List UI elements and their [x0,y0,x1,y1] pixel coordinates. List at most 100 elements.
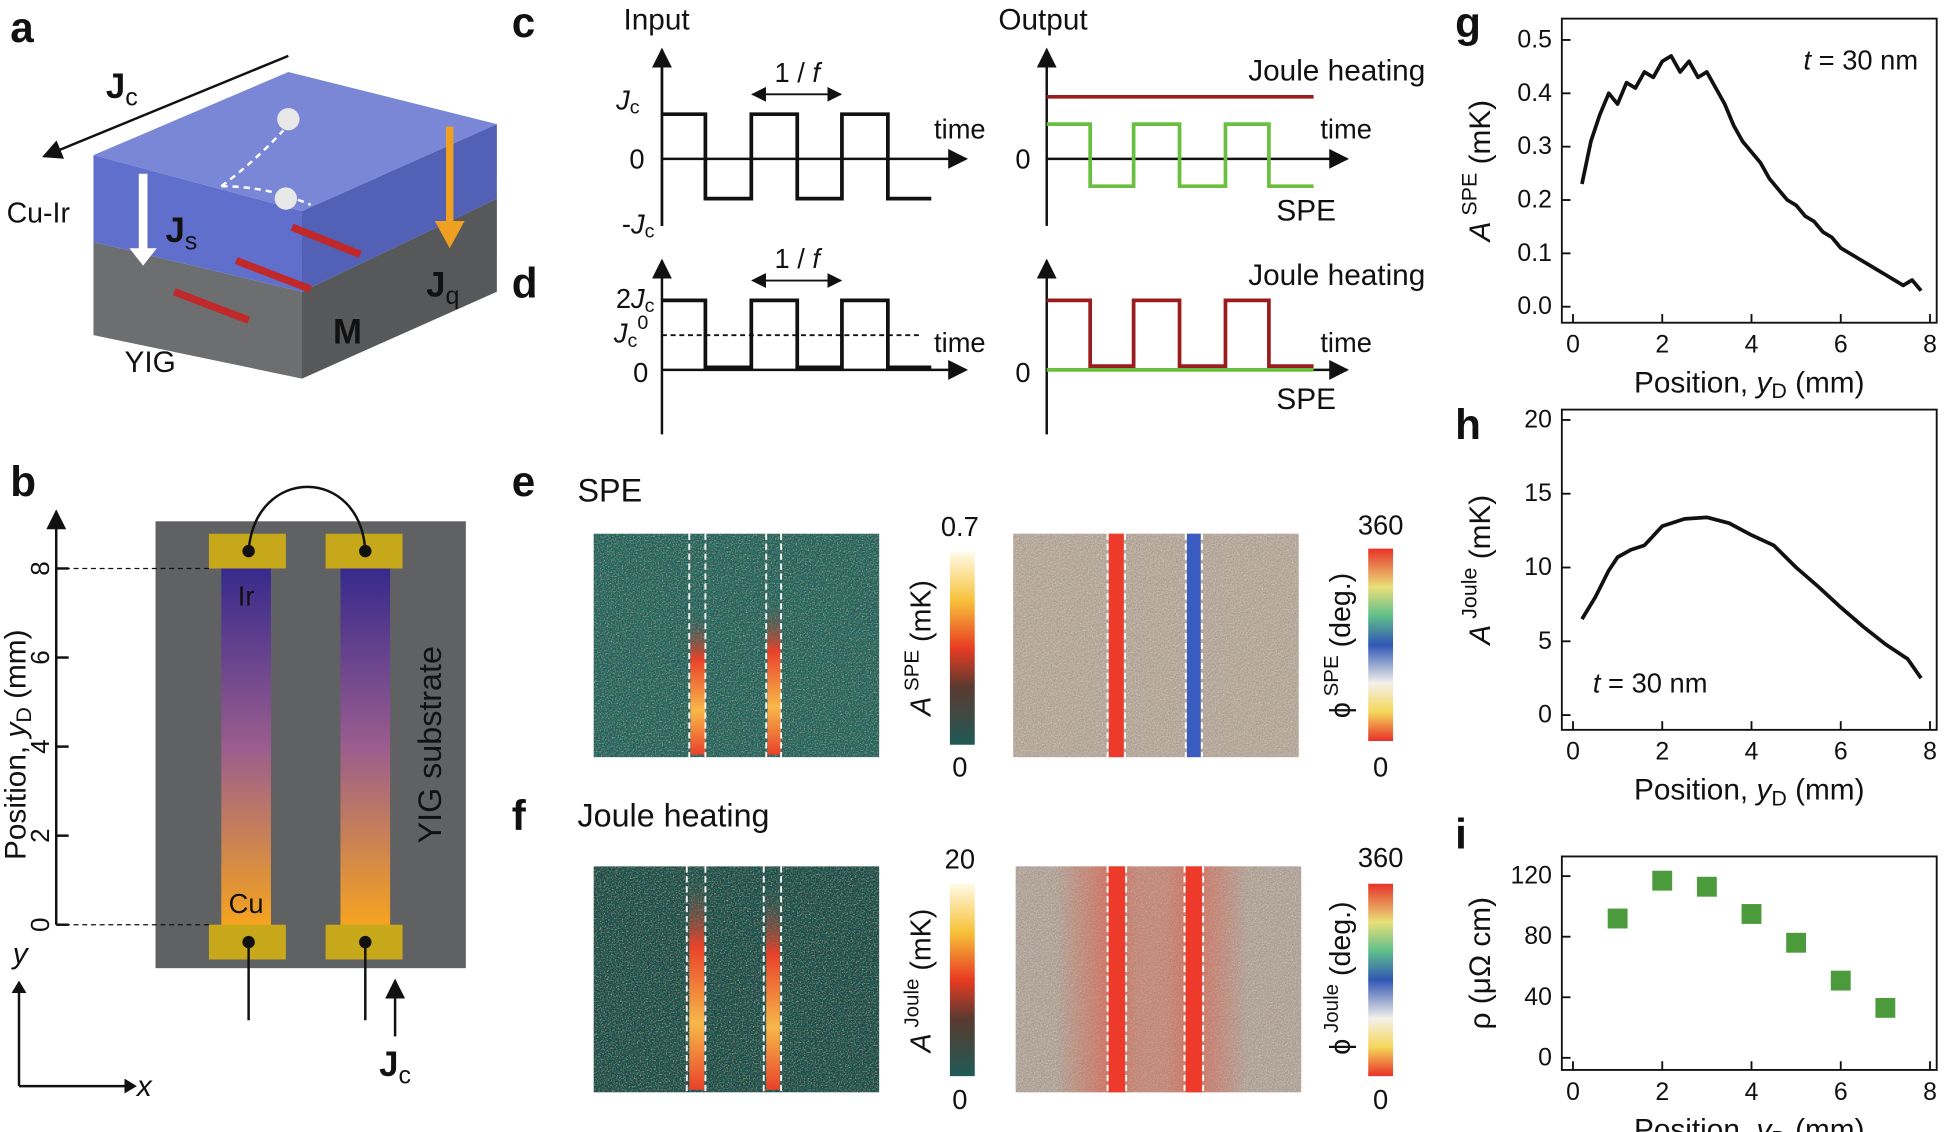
text-part: J [630,208,645,239]
stripe [1186,533,1201,758]
text-part: (mK) [905,909,937,979]
y-tick-label: 15 [1524,480,1552,507]
label: Jc [106,68,138,111]
text-part: y [1754,773,1773,806]
text-part: Position, [1634,773,1756,806]
y-axis-label: A Joule (mK) [1457,495,1496,647]
strip [340,566,391,929]
label: 0 [633,357,648,388]
input-wave [661,112,932,201]
label: 360 [1358,510,1404,541]
x-tick-label: 0 [1566,332,1580,359]
panel-label: b [10,458,36,505]
y-tick-label: 5 [1538,628,1552,655]
text-part: J [426,266,445,304]
y-tick-label: 0.5 [1517,26,1552,53]
point [1741,904,1762,924]
text-part: Position, [0,738,32,860]
text-part: 0 [637,312,648,334]
label: M [333,314,362,352]
label: 0 [1015,357,1030,388]
text-part: (mK) [905,580,937,650]
text-part: (deg.) [1325,573,1357,655]
y-tick-label: 0.1 [1517,240,1552,267]
text-part: q [445,282,459,310]
y-tick-label: 0.0 [1517,293,1552,320]
dash-lines [688,533,1203,758]
y-tick-label: 20 [1524,406,1552,433]
text-part: y [1754,1113,1773,1132]
tick-label: 0 [25,917,55,932]
colorbar [949,883,975,1077]
text-part: Position, [1634,1113,1756,1132]
label: time [934,327,986,358]
point [1830,970,1851,991]
dash-lines [685,866,1205,1093]
label: Joule heating [1248,259,1425,292]
text-part: Joule [900,978,923,1033]
label: 0.7 [941,511,979,542]
contact [359,544,372,558]
x-tick-label: 0 [1566,739,1580,766]
text-part: SPE [900,650,923,697]
spin [274,187,298,210]
text-part: D [1771,379,1786,403]
jq-head [434,220,465,249]
label: 0 [952,752,967,783]
label: 1 / f [774,56,822,87]
x-tick-label: 2 [1655,332,1669,359]
x-axis-label: Position, yD (mm) [1634,1113,1864,1132]
tick-label: 2 [25,828,55,843]
label: 1 / f [774,243,822,274]
text-part: = 30 nm [1811,44,1918,75]
text-part: (mm) [1787,773,1865,806]
stripe [1108,866,1125,1093]
text-part: A [905,1033,937,1054]
text-part: y [0,721,32,740]
stripe [690,608,706,755]
stripe [689,868,705,1090]
input-wave [661,298,932,370]
text-part: (deg.) [1325,901,1357,983]
text-part: - [622,208,631,239]
x-tick-label: 8 [1923,1079,1937,1106]
phase-map [1013,533,1299,758]
text-part: (mK) [1463,495,1496,568]
text-part: Position, [1634,366,1756,399]
m-arrows [172,223,362,324]
text-part: (mm) [0,629,32,707]
joule-wave [1046,298,1314,369]
label: 20 [945,843,975,874]
label: x [135,1070,153,1103]
label: Jq [426,266,459,309]
text-part: = 30 nm [1600,667,1707,698]
js-head [129,248,157,266]
x-axis-label: Position, yD (mm) [1634,366,1864,403]
text-part: c [645,295,655,317]
text-part: SPE [1457,173,1481,222]
y-tick-label: 0.4 [1517,80,1552,107]
spin [277,107,300,131]
text-part: f [812,243,822,274]
panel-label: a [10,4,34,51]
panel-label: e [512,458,535,505]
x-tick-label: 0 [1566,1079,1580,1106]
text-part: D [12,707,36,722]
text-part: t [1593,667,1602,698]
text-part: c [645,221,655,243]
x-tick-label: 4 [1745,332,1759,359]
label: Jc [379,1046,411,1089]
cuir-top [93,71,497,212]
label: 0 [1373,1084,1388,1115]
tick-label: 6 [25,650,55,665]
text-part: (mK) [1463,100,1496,173]
y-tick-label: 0 [1538,1044,1552,1071]
label: YIG [125,346,176,379]
text-part: 1 / [774,56,812,87]
label: 0 [1373,752,1388,783]
text-part: y [11,937,30,970]
m-arrow [172,288,250,324]
jc-arrow [41,54,289,159]
